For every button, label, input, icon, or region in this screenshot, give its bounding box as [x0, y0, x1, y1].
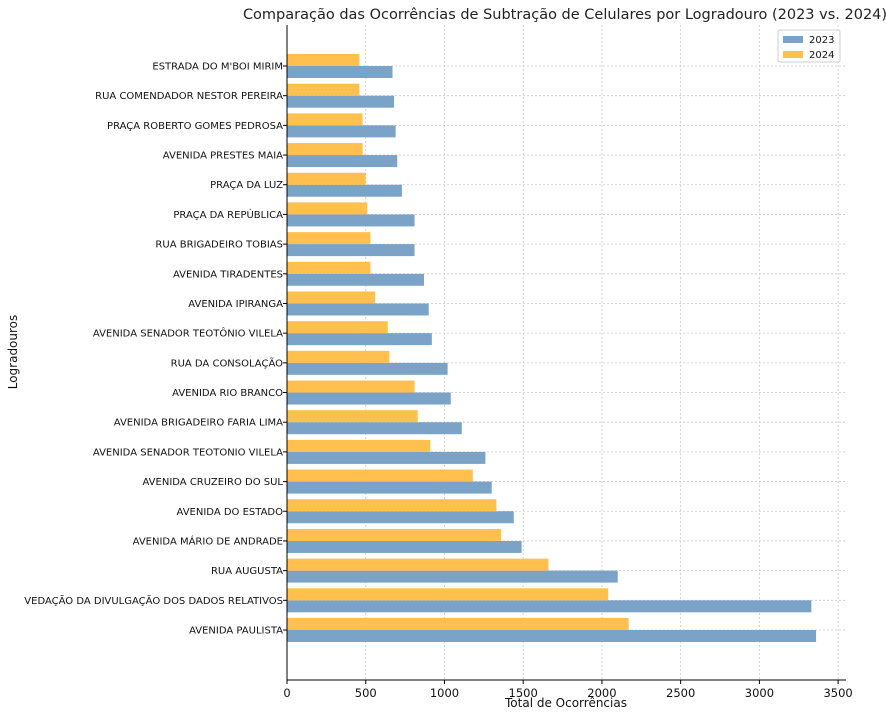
bar-2024	[287, 350, 390, 363]
category-label: AVENIDA SENADOR TEOTONIO VILELA	[93, 447, 283, 458]
category-label: AVENIDA CRUZEIRO DO SUL	[142, 477, 283, 488]
axes	[283, 25, 846, 684]
bar-2024	[287, 143, 363, 156]
bar-2024	[287, 499, 497, 512]
category-labels: AVENIDA PAULISTA VEDAÇÃO DA DIVULGAÇÃO DO…	[24, 62, 283, 637]
bar-2024	[287, 291, 376, 304]
bar-2024	[287, 232, 371, 245]
category-label: AVENIDA TIRADENTES	[173, 269, 283, 280]
category-label: AVENIDA SENADOR TEOTÔNIO VILELA	[93, 327, 283, 340]
category-label: RUA BRIGADEIRO TOBIAS	[155, 240, 283, 251]
bar-2023	[287, 600, 812, 613]
bar-2024	[287, 618, 629, 630]
legend-label: 2024	[809, 50, 834, 61]
category-label: PRAÇA DA LUZ	[210, 180, 283, 191]
x-tick-label: 0	[283, 686, 290, 700]
bar-2024	[287, 321, 388, 334]
bar-2024	[287, 113, 363, 126]
bar-2023	[287, 155, 398, 168]
x-tick-label: 1000	[430, 686, 459, 700]
bar-2024	[287, 202, 368, 215]
category-label: AVENIDA RIO BRANCO	[172, 388, 283, 399]
bar-2024	[287, 380, 415, 393]
bar-2024	[287, 439, 431, 452]
bar-2024	[287, 83, 360, 96]
legend-label: 2023	[809, 35, 834, 46]
category-label: AVENIDA PRESTES MAIA	[163, 151, 283, 162]
category-label: PRAÇA ROBERTO GOMES PEDROSA	[107, 121, 283, 132]
bar-2023	[287, 244, 415, 257]
bar-2023	[287, 184, 402, 197]
x-axis-label: Total de Ocorrências	[504, 696, 627, 710]
category-label: AVENIDA IPIRANGA	[188, 299, 283, 310]
x-tick-label: 2500	[666, 686, 695, 700]
legend: 2023 2024	[777, 29, 841, 63]
bar-2023	[287, 481, 492, 494]
bar-2023	[287, 511, 514, 524]
bar-2023	[287, 451, 486, 464]
bar-2023	[287, 362, 448, 375]
chart-title: Comparação das Ocorrências de Subtração …	[243, 7, 886, 23]
legend-swatch	[783, 51, 803, 58]
bar-2023	[287, 570, 618, 583]
x-tick-label: 3500	[823, 686, 852, 700]
y-axis-label: Logradouros	[6, 315, 20, 390]
bar-2024	[287, 588, 609, 601]
x-tick-label: 500	[355, 686, 377, 700]
bar-2023	[287, 540, 522, 553]
category-label: RUA DA CONSOLAÇÃO	[171, 356, 283, 369]
category-label: ESTRADA DO M'BOI MIRIM	[152, 62, 283, 73]
bar-2024	[287, 558, 549, 571]
bar-2024	[287, 410, 418, 423]
category-label: VEDAÇÃO DA DIVULGAÇÃO DOS DADOS RELATIVO…	[24, 594, 283, 607]
bar-2024	[287, 528, 502, 541]
bar-2023	[287, 125, 396, 138]
bar-2023	[287, 392, 451, 405]
bar-2023	[287, 333, 432, 346]
bar-2023	[287, 66, 393, 78]
category-label: AVENIDA MÁRIO DE ANDRADE	[133, 534, 283, 547]
bar-2023	[287, 630, 817, 642]
bar-2023	[287, 273, 424, 286]
category-label: RUA COMENDADOR NESTOR PEREIRA	[95, 91, 283, 102]
legend-swatch	[783, 36, 803, 43]
bar-2023	[287, 214, 415, 227]
x-tick-label: 3000	[745, 686, 774, 700]
x-tick-labels: 0 500 1000 1500 2000 2500 3000 3500	[283, 686, 852, 700]
category-label: AVENIDA BRIGADEIRO FARIA LIMA	[114, 418, 283, 429]
x-tick-label: 2000	[587, 686, 616, 700]
bar-2023	[287, 422, 462, 435]
bar-2024	[287, 261, 371, 274]
bar-2024	[287, 54, 360, 66]
category-label: AVENIDA PAULISTA	[189, 626, 283, 637]
category-label: RUA AUGUSTA	[211, 566, 283, 577]
bar-2023	[287, 303, 429, 316]
bars	[287, 54, 817, 642]
x-tick-label: 1500	[509, 686, 538, 700]
category-label: AVENIDA DO ESTADO	[177, 507, 284, 518]
category-label: PRAÇA DA REPÚBLICA	[173, 208, 283, 221]
bar-2024	[287, 469, 473, 482]
bar-2024	[287, 172, 366, 185]
bar-2023	[287, 95, 395, 108]
